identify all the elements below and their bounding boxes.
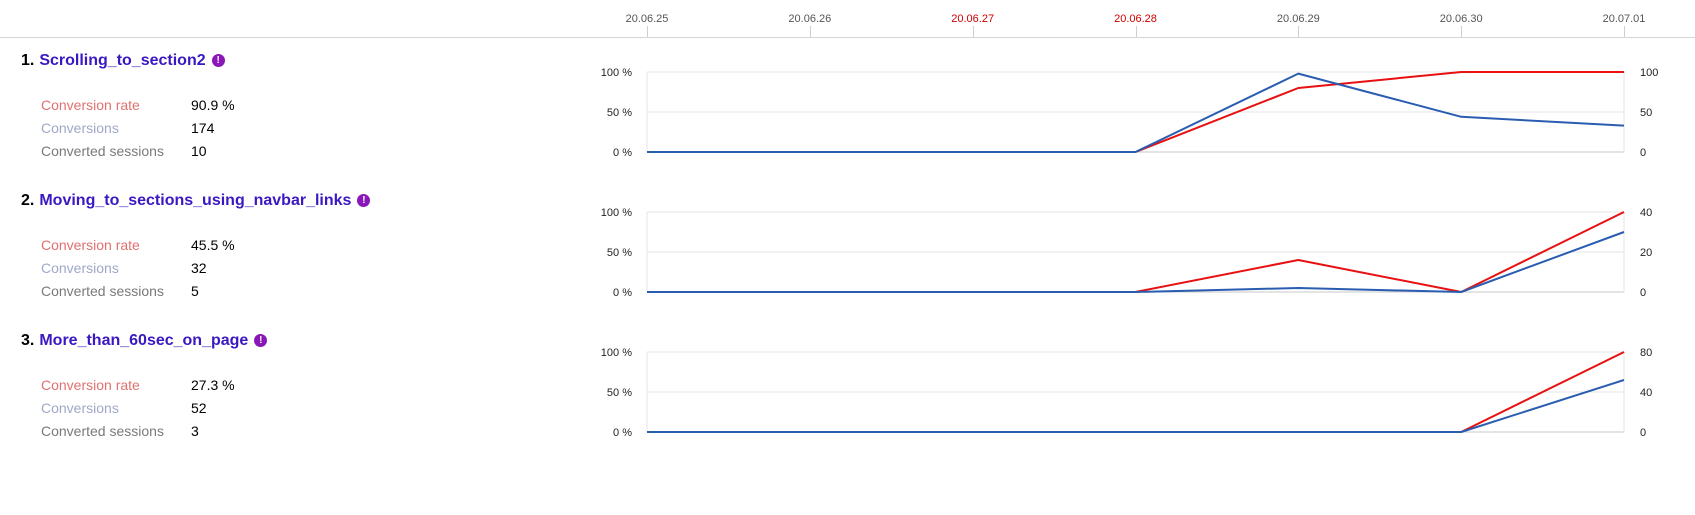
date-tick xyxy=(647,26,648,37)
goal-row-3: 3. More_than_60sec_on_page! Conversion ra… xyxy=(0,332,600,472)
goal-name-link[interactable]: Scrolling_to_section2 xyxy=(39,52,206,69)
left-axis-tick-label: 50 % xyxy=(607,107,632,119)
metric-value: 45.5 % xyxy=(191,237,235,253)
left-axis-tick-label: 50 % xyxy=(607,247,632,259)
metric-conversions: Conversions 174 xyxy=(41,120,214,136)
date-label: 20.07.01 xyxy=(1602,13,1646,25)
date-tick xyxy=(1461,26,1463,37)
left-axis-tick-label: 50 % xyxy=(607,387,632,399)
left-axis-tick-label: 100 % xyxy=(601,207,632,219)
goal-number: 3. xyxy=(21,332,35,349)
date-label: 20.06.30 xyxy=(1439,13,1483,25)
metric-label: Conversion rate xyxy=(41,237,140,253)
metric-conversions: Conversions 52 xyxy=(41,400,207,416)
right-axis-tick-label: 50 xyxy=(1640,107,1652,119)
left-axis-tick-label: 0 % xyxy=(613,427,632,439)
date-label: 20.06.26 xyxy=(788,13,832,25)
date-label: 20.06.29 xyxy=(1276,13,1320,25)
metric-label: Conversions xyxy=(41,260,119,276)
metric-value: 174 xyxy=(191,120,215,136)
right-axis-tick-label: 80 xyxy=(1640,347,1652,359)
right-axis-tick-label: 0 xyxy=(1640,147,1646,159)
right-axis-tick-label: 20 xyxy=(1640,247,1652,259)
left-axis-tick-label: 100 % xyxy=(601,67,632,79)
left-axis-tick-label: 100 % xyxy=(601,347,632,359)
date-tick xyxy=(809,26,811,37)
metric-conversion-rate: Conversion rate 45.5 % xyxy=(41,237,235,253)
header-divider xyxy=(0,37,1695,38)
metric-label: Conversion rate xyxy=(41,97,140,113)
metric-label: Converted sessions xyxy=(41,143,164,159)
metric-conversions: Conversions 32 xyxy=(41,260,207,276)
date-tick xyxy=(972,26,974,37)
right-axis-tick-label: 40 xyxy=(1640,207,1652,219)
metric-value: 32 xyxy=(191,260,207,276)
goal-row-1: 1. Scrolling_to_section2! Conversion rate… xyxy=(0,52,600,192)
date-axis: 20.06.25 20.06.26 20.06.27 20.06.28 20.06.29… xyxy=(0,0,1695,38)
left-axis-tick-label: 0 % xyxy=(613,287,632,299)
conversions-line xyxy=(647,231,1625,293)
goal-title: 3. More_than_60sec_on_page! xyxy=(21,332,268,350)
info-icon[interactable]: ! xyxy=(211,54,225,67)
metric-value: 27.3 % xyxy=(191,377,235,393)
metric-value: 5 xyxy=(191,283,199,299)
metric-conversion-rate: Conversion rate 90.9 % xyxy=(41,97,235,113)
goal-number: 2. xyxy=(21,192,35,209)
info-icon[interactable]: ! xyxy=(357,194,371,207)
goal-title: 1. Scrolling_to_section2! xyxy=(21,52,225,70)
date-tick xyxy=(1135,26,1137,37)
right-axis-tick-label: 100 xyxy=(1640,67,1658,79)
right-axis-tick-label: 0 xyxy=(1640,287,1646,299)
date-tick xyxy=(1298,26,1300,37)
metric-converted-sessions: Converted sessions 3 xyxy=(41,423,199,439)
metric-label: Conversion rate xyxy=(41,377,140,393)
date-tick xyxy=(1624,26,1625,37)
goal-number: 1. xyxy=(21,52,35,69)
date-label: 20.06.25 xyxy=(625,13,669,25)
right-axis-tick-label: 40 xyxy=(1640,387,1652,399)
date-label: 20.06.27 xyxy=(951,13,995,25)
metric-value: 90.9 % xyxy=(191,97,235,113)
conversions-line xyxy=(647,379,1625,433)
metric-label: Conversions xyxy=(41,120,119,136)
metric-conversion-rate: Conversion rate 27.3 % xyxy=(41,377,235,393)
goal-row-2: 2. Moving_to_sections_using_navbar_links!… xyxy=(0,192,600,332)
metric-value: 3 xyxy=(191,423,199,439)
goal-name-link[interactable]: Moving_to_sections_using_navbar_links xyxy=(39,192,352,209)
metric-value: 52 xyxy=(191,400,207,416)
metric-value: 10 xyxy=(191,143,207,159)
metric-converted-sessions: Converted sessions 5 xyxy=(41,283,199,299)
info-icon[interactable]: ! xyxy=(254,334,268,347)
conversions-line xyxy=(647,72,1625,153)
metric-label: Converted sessions xyxy=(41,423,164,439)
metric-converted-sessions: Converted sessions 10 xyxy=(41,143,207,159)
left-axis-tick-label: 0 % xyxy=(613,147,632,159)
goal-title: 2. Moving_to_sections_using_navbar_links! xyxy=(21,192,371,210)
right-axis-tick-label: 0 xyxy=(1640,427,1646,439)
metric-label: Conversions xyxy=(41,400,119,416)
metric-label: Converted sessions xyxy=(41,283,164,299)
date-label: 20.06.28 xyxy=(1114,13,1157,25)
goal-name-link[interactable]: More_than_60sec_on_page xyxy=(39,332,249,349)
